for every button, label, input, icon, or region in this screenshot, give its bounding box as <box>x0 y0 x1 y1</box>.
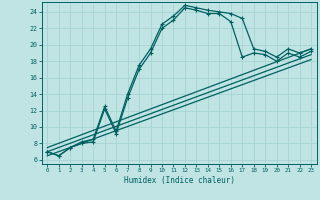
X-axis label: Humidex (Indice chaleur): Humidex (Indice chaleur) <box>124 176 235 185</box>
